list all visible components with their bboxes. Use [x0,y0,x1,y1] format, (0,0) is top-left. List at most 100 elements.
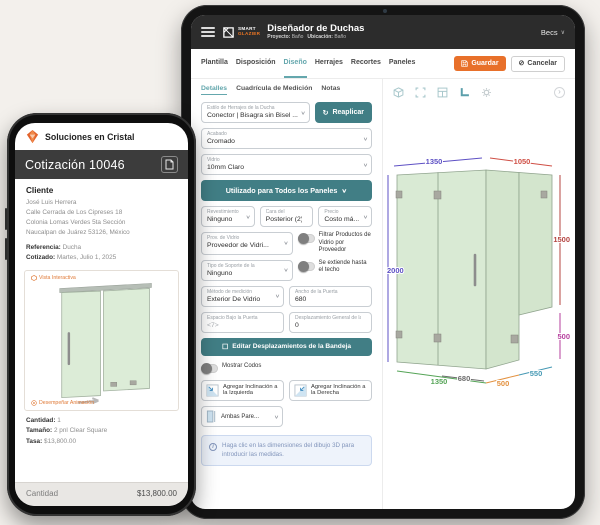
quote-title: Cotización 10046 [25,157,125,172]
coating-value: Ninguno [207,216,233,223]
dim-line-bottom-mid[interactable] [485,374,520,384]
grid-icon[interactable] [437,87,448,98]
refresh-icon: ↻ [322,109,329,117]
dim-bottom-mid[interactable]: 500 [496,378,511,389]
expand-panel-icon[interactable]: › [554,87,565,98]
hardware-style-select[interactable]: Estilo de Herrajes de la Ducha Conector … [201,102,310,123]
footer-total-label: Cantidad [26,489,59,498]
chevron-down-icon: ∨ [362,214,369,220]
glass-right-face-notched[interactable] [518,172,553,316]
phone-brand-header: Soluciones en Cristal [15,123,188,150]
face-select[interactable]: Cara del Posterior (2) [259,206,314,227]
save-icon [461,60,468,67]
edit-tray-offsets-button[interactable]: ☐ Editar Desplazamientos de la Bandeja [201,337,372,356]
dim-top-right[interactable]: 1050 [513,156,532,167]
interactive-view-link[interactable]: Vista Interactiva [31,275,76,281]
finish-select[interactable]: Acabado Cromado ∨ [201,128,372,149]
quoted-value: Martes, Julio 1, 2025 [56,253,117,261]
filter-by-supplier-toggle[interactable] [297,233,315,244]
play-animation-link[interactable]: Desempeñar Animación [31,400,94,406]
coating-select[interactable]: Revestimiento Ninguno ∨ [201,206,255,227]
add-slope-right-button[interactable]: Agregar Inclinación a la Derecha [289,379,372,402]
door-width-label: Ancho de la Puerta [295,288,338,295]
dim-line-door[interactable] [441,375,485,382]
extends-to-ceiling-toggle[interactable] [297,260,315,272]
subtab-notas[interactable]: Notas [321,85,341,92]
slope-left-icon [206,384,219,397]
subtab-detalles[interactable]: Detalles [201,85,228,95]
gear-icon[interactable] [481,87,492,98]
edit-tray-offsets-label: Editar Desplazamientos de la Bandeja [232,343,351,350]
document-button[interactable] [161,156,178,173]
add-slope-left-button[interactable]: Agregar Inclinación a la Izquierda [201,379,284,402]
size-label: Tamaño: [26,427,53,435]
dim-right-lower[interactable]: 500 [556,331,571,342]
add-slope-right-label: Agregar Inclinación a la Derecha [311,383,366,397]
chevron-down-icon: ∨ [341,187,348,194]
client-heading: Cliente [26,186,54,195]
dim-bottom-left[interactable]: 1350 [430,376,449,387]
both-walls-select[interactable]: Ambas Pare... ∨ [201,406,283,428]
tab-herrajes[interactable]: Herrajes [314,59,343,66]
filter-toggle-label: Filtrar Productos de Vidrio por Proveedo… [318,232,371,253]
glass-supplier-select[interactable]: Prov. de Vidrio Proveedor de Vidri... ∨ [201,232,293,255]
top-channel [59,283,152,294]
app-title: Diseñador de Duchas [267,22,365,34]
dim-line-top-right[interactable] [489,157,553,167]
glass-select[interactable]: Vidrio 10mm Claro ∨ [201,154,372,175]
menu-icon[interactable] [201,27,215,37]
support-type-select[interactable]: Tipo de Soporte de la Ninguno ∨ [201,259,293,281]
tab-recortes[interactable]: Recortes [350,59,381,66]
dim-top-left[interactable]: 1350 [425,156,444,167]
user-name: Becs [540,27,558,37]
hint-box: i Haga clic en las dimensiones del dibuj… [201,435,372,467]
tab-diseno[interactable]: Diseño [283,49,307,78]
rate-row: Tasa: $13,800.00 [26,437,177,447]
measure-method-select[interactable]: Método de medición Exterior De Vidrio ∨ [201,285,284,307]
quote-details: Cantidad: 1 Tamaño: 2 pnl Clear Square T… [15,414,188,449]
fullscreen-icon[interactable] [415,87,426,98]
shower-3d-drawing[interactable]: 1350 1050 2000 1500 500 680 1350 500 550 [383,145,575,415]
chevron-down-icon: ∨ [245,214,251,220]
dim-line-bottom-left[interactable] [396,370,487,384]
dim-line-bottom-right[interactable] [518,366,553,376]
cancel-icon: ⊘ [518,60,525,67]
dim-bottom-right[interactable]: 550 [529,368,544,379]
door-gap-input[interactable]: Espacio Bajo la Puerta <7> [201,311,284,333]
interactive-viewer-card[interactable]: Vista Interactiva Desempeñar Animación [24,270,179,412]
price-select[interactable]: Precio Costo má... ∨ [318,206,373,227]
cube-3d-icon[interactable] [393,87,404,98]
all-panels-banner-button[interactable]: Utilizado para Todos los Paneles ∨ [201,180,372,201]
subtab-cuadricula[interactable]: Cuadrícula de Medición [236,85,313,92]
add-slope-left-label: Agregar Inclinación a la Izquierda [223,383,278,397]
general-offset-input[interactable]: Desplazamiento General de la 0 [289,311,372,333]
cancel-button[interactable]: ⊘ Cancelar [510,55,565,72]
phone-side-button [5,238,7,260]
dim-left[interactable]: 2000 [386,265,405,276]
measure-method-label: Método de medición [207,288,253,295]
logo-text-smart: SMART [238,26,256,32]
show-elbows-toggle[interactable] [201,362,218,374]
save-button[interactable]: Guardar [454,56,506,71]
dimensions-icon[interactable] [459,87,470,98]
chevron-down-icon: ∨ [274,293,280,299]
tab-paneles[interactable]: Paneles [388,59,416,66]
interactive-view-label: Vista Interactiva [39,275,76,282]
dim-right-upper[interactable]: 1500 [552,234,571,245]
door-width-input[interactable]: Ancho de la Puerta 680 [289,285,372,307]
dim-door[interactable]: 680 [457,373,472,384]
tab-disposicion[interactable]: Disposición [235,59,276,66]
glass-left-face[interactable] [396,169,487,370]
wall-panel-icon [206,410,216,423]
user-menu[interactable]: Becs ∨ [541,28,565,37]
tab-plantilla[interactable]: Plantilla [201,59,228,66]
general-offset-label: Desplazamiento General de la [295,314,361,321]
dim-line-top-left[interactable] [393,157,483,167]
reapply-button[interactable]: ↻ Reaplicar [314,102,372,123]
door-gap-value: <7> [207,321,219,329]
size-value: 2 pnl Clear Square [53,427,108,435]
glass-right-face-tall[interactable] [485,169,520,370]
rate-value: $13,800.00 [44,437,77,445]
reference-value: Ducha [62,243,82,251]
footer-total-value: $13,800.00 [136,489,177,498]
